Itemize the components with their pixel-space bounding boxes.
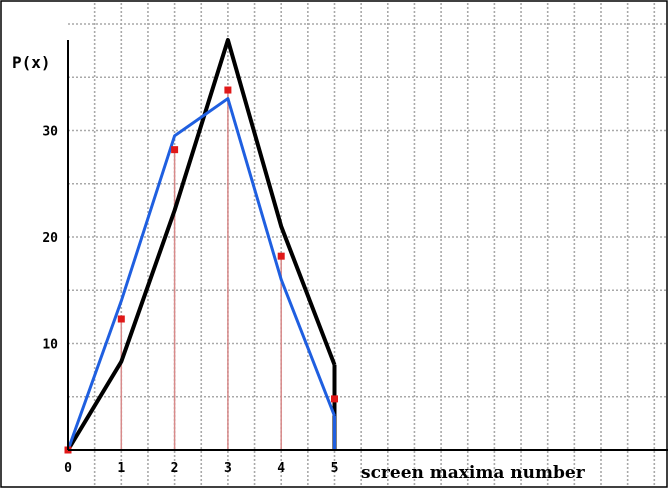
y-tick-label: 30	[42, 125, 58, 140]
series-line	[66, 37, 337, 452]
y-tick-label: 10	[42, 338, 58, 353]
x-tick-label: 2	[171, 461, 179, 476]
data-point	[331, 395, 338, 403]
data-point	[277, 252, 285, 260]
x-tick-label: 3	[224, 461, 232, 476]
labels: P(x) screen maxima number 0 1 2 3 4 5 10 20 30	[12, 53, 586, 483]
data-point	[224, 86, 232, 94]
axes	[67, 40, 668, 451]
data-point	[117, 315, 125, 323]
y-tick-label: 20	[42, 231, 58, 246]
x-axis-label: screen maxima number	[361, 463, 586, 483]
x-tick-label: 5	[331, 461, 339, 476]
x-tick-label: 4	[277, 461, 285, 476]
y-axis-label: P(x)	[12, 53, 51, 72]
grid	[68, 3, 668, 487]
x-tick-label: 0	[64, 461, 72, 476]
series-line	[66, 97, 336, 451]
x-tick-label: 1	[117, 461, 125, 476]
data-point	[171, 146, 179, 154]
